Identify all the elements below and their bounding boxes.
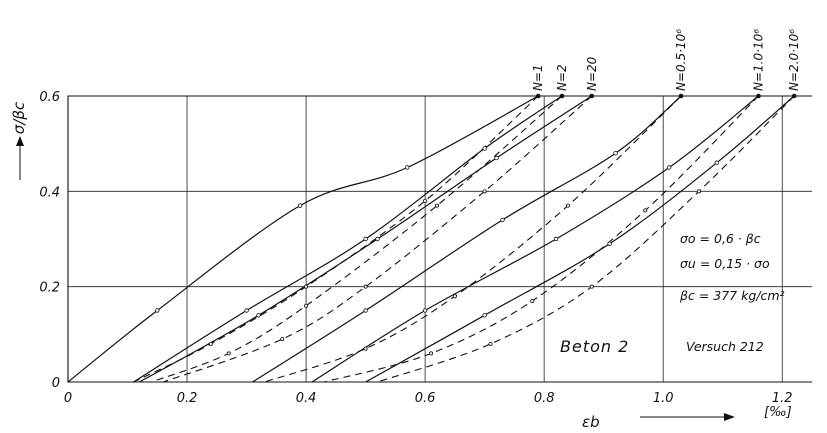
data-point [589,284,594,289]
x-tick-label: 0.8 [534,391,555,406]
x-tick-label: 1.0 [653,391,674,406]
curve-label: N=0.5·10⁶ [674,29,688,91]
data-point [244,308,249,313]
loading-curve [67,95,539,383]
x-axis-unit: [‰] [764,405,792,420]
data-point [435,203,440,208]
y-tick-label: 0.6 [39,90,60,105]
apex-point [791,93,797,99]
data-point [422,308,428,313]
loading-curve [133,95,563,383]
data-point [666,165,672,170]
x-tick-label: 0.6 [415,391,436,406]
unloading-curve [163,95,593,383]
apex-point [535,93,541,99]
grid [67,95,812,383]
data-point [452,294,457,299]
y-tick-label: 0.2 [39,281,60,296]
data-point [405,165,410,170]
y-tick-label: 0 [52,376,60,391]
plot-frame [67,95,812,383]
unloading-curve [323,95,759,383]
annotation-beta-c: βc = 377 kg/cm² [679,288,785,303]
data-point [304,303,309,308]
curve-label: N=1.0·10⁶ [751,29,765,91]
y-axis-arrow-head [16,136,24,146]
y-tick-label: 0.4 [39,185,60,200]
data-point [482,146,487,151]
curve-labels: N=1 N=2 N=20 N=0.5·10⁶ N=1.0·10⁶ N=2.0·10⁶ [531,29,801,91]
x-tick-label: 0.2 [177,391,198,406]
apex-point [559,93,565,99]
annotation-sigma-u: σu = 0,15 · σo [680,256,770,271]
unloading-curve [133,95,539,383]
x-tick-label: 0.4 [296,391,317,406]
data-point [304,284,309,289]
data-point [482,189,487,194]
curve-label: N=2.0·10⁶ [787,29,801,91]
annotation-material: Beton 2 [560,337,629,356]
data-point [429,351,434,356]
annotation-sigma-o: σo = 0,6 · βc [680,231,761,246]
y-axis-label: σ/βc [10,101,28,134]
curve-label: N=20 [585,56,599,91]
curve-label: N=1 [531,64,545,91]
data-point [155,308,160,313]
unloading-curve [151,95,563,383]
curve-label: N=2 [555,64,569,91]
data-point [482,313,487,318]
loading-curve [252,95,682,383]
data-point [363,236,368,242]
apex-point [589,93,595,99]
data-point [280,337,285,342]
data-point [226,351,231,356]
data-point [494,155,499,161]
data-point [565,203,570,208]
data-points [155,93,797,356]
data-point [530,298,535,303]
data-point [423,198,428,203]
data-point [714,160,719,165]
data-point [208,341,213,346]
x-axis-label: εb [582,413,600,431]
annotation-test: Versuch 212 [686,339,764,354]
tick-labels: 0 0.2 0.4 0.6 0.8 1.0 1.2 0 0.2 0.4 0.6 [39,90,792,406]
data-point [363,308,368,313]
apex-point [678,93,684,99]
data-point [613,150,618,156]
unloading-curve [264,95,682,383]
data-point [500,217,505,223]
x-axis-arrow-head [724,413,735,421]
data-point [696,189,701,194]
data-point [256,313,261,318]
data-point [297,203,303,208]
data-point [607,241,612,246]
data-point [488,341,493,346]
data-point [553,236,559,242]
data-point [363,284,368,289]
curves [67,95,795,383]
data-point [363,346,368,351]
x-tick-label: 0 [64,391,72,406]
apex-point [756,93,761,99]
data-point [375,236,380,242]
x-tick-label: 1.2 [772,391,793,406]
data-point [643,208,648,213]
